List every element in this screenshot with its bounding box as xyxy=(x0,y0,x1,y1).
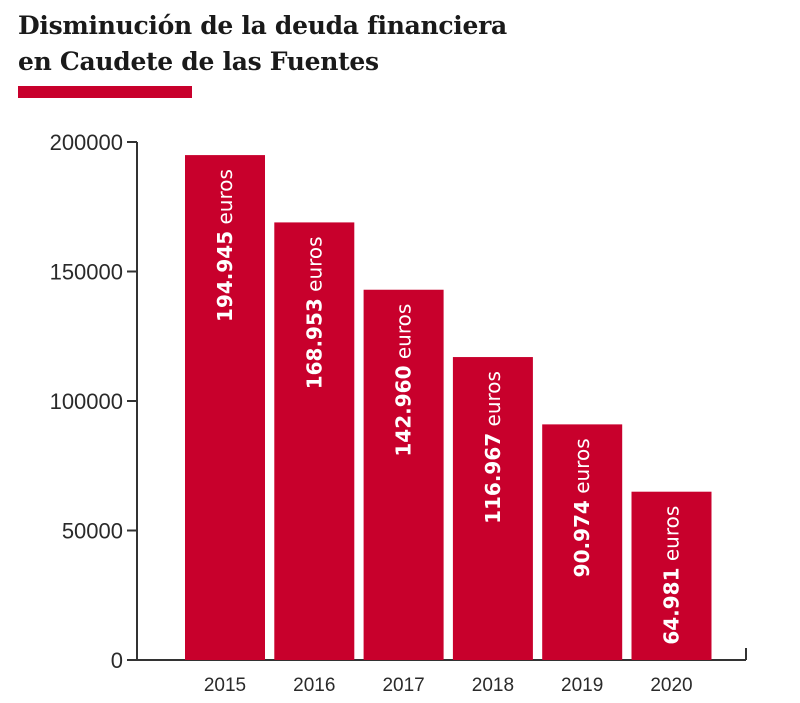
bar-value-number: 194.945 xyxy=(213,231,237,322)
y-tick-label: 100000 xyxy=(50,389,123,414)
x-tick-label: 2019 xyxy=(561,675,603,696)
bar-value-number: 168.953 xyxy=(302,298,326,389)
x-tick-label: 2015 xyxy=(204,675,246,696)
y-tick-label: 0 xyxy=(111,648,123,673)
bar-value-unit: euros xyxy=(302,236,326,298)
bar-value-number: 142.960 xyxy=(392,366,416,457)
bar-2016 xyxy=(274,222,355,660)
x-tick-label: 2016 xyxy=(293,675,335,696)
bar-value-label: 142.960 euros xyxy=(392,304,416,457)
title-line-1: Disminución de la deuda financiera xyxy=(18,11,507,40)
bar-2019 xyxy=(542,424,623,660)
y-tick-label: 150000 xyxy=(50,260,123,285)
x-tick-label: 2017 xyxy=(382,675,424,696)
y-ticks: 0 50000 100000 150000 200000 xyxy=(50,130,137,673)
bar-value-unit: euros xyxy=(660,506,684,568)
bar-value-unit: euros xyxy=(213,169,237,231)
bar-value-label: 194.945 euros xyxy=(213,169,237,322)
bar-2018 xyxy=(452,357,533,660)
bar-value-number: 64.981 xyxy=(660,567,684,644)
x-tick-label: 2018 xyxy=(472,675,514,696)
title-accent-bar xyxy=(18,86,192,98)
title-line-2: en Caudete de las Fuentes xyxy=(18,47,379,76)
bar-2015 xyxy=(185,155,265,660)
y-tick-label: 200000 xyxy=(50,130,123,155)
bar-value-label: 64.981 euros xyxy=(660,506,684,645)
bar-value-unit: euros xyxy=(392,304,416,366)
bar-value-unit: euros xyxy=(481,371,505,433)
bar-value-label: 90.974 euros xyxy=(570,438,594,577)
x-tick-label: 2020 xyxy=(650,675,692,696)
bar-value-number: 90.974 xyxy=(570,500,594,577)
bar-2020 xyxy=(631,491,712,660)
y-tick-label: 50000 xyxy=(62,519,123,544)
bar-value-label: 168.953 euros xyxy=(302,236,326,389)
x-tick-labels: 2015 2016 2017 2018 2019 2020 xyxy=(204,675,693,696)
chart-title: Disminución de la deuda financiera en Ca… xyxy=(18,8,507,80)
bar-value-unit: euros xyxy=(570,438,594,500)
bar-value-number: 116.967 xyxy=(481,433,505,524)
bar-2017 xyxy=(363,289,444,660)
bar-value-label: 116.967 euros xyxy=(481,371,505,524)
